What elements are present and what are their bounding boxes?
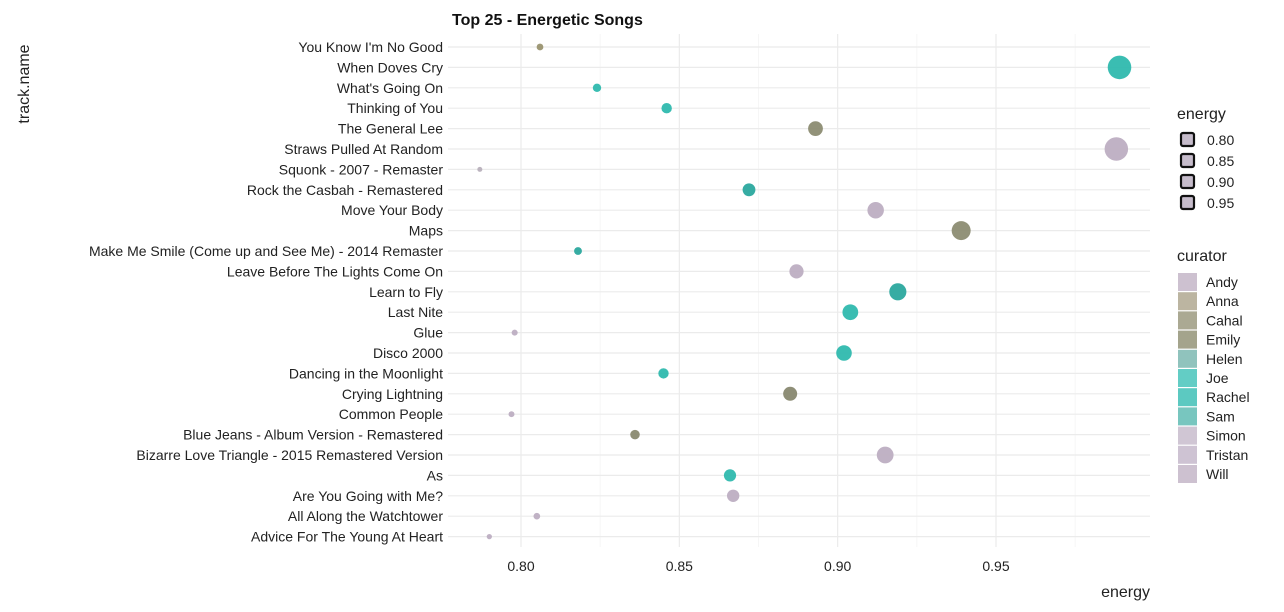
legend-curator-label: Will	[1206, 466, 1229, 482]
legend-curator-swatch	[1178, 407, 1197, 426]
data-point	[889, 283, 907, 301]
legend-energy-label: 0.85	[1207, 153, 1234, 169]
legend-curator-swatch	[1178, 369, 1197, 387]
legend-curator-label: Tristan	[1206, 447, 1248, 463]
gridlines	[448, 34, 1150, 547]
legend-curator: curator Andy Anna Cahal Emily Helen Joe Rachel…	[1177, 248, 1250, 483]
legend-energy-label: 0.95	[1207, 195, 1234, 211]
y-tick-label: Bizarre Love Triangle - 2015 Remastered …	[136, 447, 443, 463]
data-point	[592, 83, 602, 93]
legend-curator-label: Rachel	[1206, 389, 1250, 405]
data-point	[477, 166, 483, 172]
legend-curator-label: Simon	[1206, 428, 1246, 444]
legend-curator-swatch	[1178, 445, 1197, 464]
legend-curator-label: Anna	[1206, 293, 1239, 309]
data-point	[1104, 137, 1129, 161]
y-tick-label: Disco 2000	[373, 345, 443, 361]
x-tick-label: 0.95	[982, 558, 1009, 574]
legend-curator-swatch	[1178, 292, 1197, 311]
y-tick-label: You Know I'm No Good	[298, 39, 443, 55]
y-tick-label: Squonk - 2007 - Remaster	[279, 161, 444, 177]
legend-curator-swatch	[1178, 465, 1197, 483]
y-tick-label: Rock the Casbah - Remastered	[247, 182, 443, 198]
y-tick-label: The General Lee	[338, 121, 443, 137]
data-point	[876, 446, 894, 464]
y-tick-label: Last Nite	[388, 304, 443, 320]
y-tick-label: Advice For The Young At Heart	[251, 529, 443, 545]
x-tick-label: 0.80	[507, 558, 534, 574]
y-tick-label: Maps	[409, 223, 443, 239]
data-points	[477, 43, 1132, 540]
y-tick-label: Common People	[339, 406, 443, 422]
x-axis-label: energy	[1101, 584, 1150, 601]
legend-curator-swatch	[1178, 388, 1197, 407]
legend-energy-label: 0.90	[1207, 174, 1234, 190]
data-point	[486, 533, 492, 540]
data-point	[808, 121, 823, 136]
legend-curator-label: Andy	[1206, 274, 1238, 290]
y-tick-label: Dancing in the Moonlight	[289, 365, 443, 381]
legend-curator-label: Joe	[1206, 370, 1229, 386]
legend-energy-title: energy	[1177, 106, 1226, 123]
y-tick-label: All Along the Watchtower	[288, 508, 443, 524]
data-point	[726, 489, 740, 502]
data-point	[658, 368, 669, 379]
legend-curator-label: Helen	[1206, 351, 1243, 367]
y-tick-label: As	[427, 467, 443, 483]
data-point	[742, 183, 756, 197]
y-tick-label: Blue Jeans - Album Version - Remastered	[183, 427, 443, 443]
y-tick-label: When Doves Cry	[337, 59, 443, 75]
legend-curator-title: curator	[1177, 248, 1227, 265]
legend-energy-swatch	[1179, 173, 1196, 190]
data-point	[836, 345, 852, 361]
y-tick-label: Leave Before The Lights Come On	[227, 263, 443, 279]
legend-curator-label: Sam	[1206, 408, 1235, 424]
data-point	[951, 221, 971, 241]
legend-curator-label: Cahal	[1206, 312, 1243, 328]
y-tick-label: Crying Lightning	[342, 386, 443, 402]
data-point	[789, 264, 804, 279]
y-axis-label: track.name	[16, 44, 33, 123]
y-tick-label: Learn to Fly	[369, 284, 443, 300]
y-tick-label: What's Going On	[337, 80, 443, 96]
data-point	[533, 512, 541, 520]
legend-curator-swatch	[1178, 330, 1197, 349]
data-point	[511, 329, 518, 336]
data-point	[842, 304, 859, 321]
x-tick-label: 0.85	[666, 558, 693, 574]
y-tick-label: Make Me Smile (Come up and See Me) - 201…	[89, 243, 443, 259]
legend-curator-label: Emily	[1206, 332, 1240, 348]
data-point	[536, 43, 544, 51]
data-point	[723, 469, 737, 482]
x-tick-labels: 0.80 0.85 0.90 0.95	[507, 558, 1009, 574]
y-tick-label: Straws Pulled At Random	[284, 141, 443, 157]
y-tick-label: Thinking of You	[347, 100, 443, 116]
legend-curator-swatch	[1178, 273, 1197, 291]
y-tick-label: Glue	[413, 325, 443, 341]
legend-curator-swatch	[1178, 426, 1197, 445]
y-tick-label: Are You Going with Me?	[293, 488, 443, 504]
legend-energy-swatch	[1179, 131, 1196, 148]
x-tick-label: 0.90	[824, 558, 851, 574]
data-point	[630, 429, 640, 440]
data-point	[661, 102, 672, 114]
data-point	[508, 411, 515, 418]
legend-energy-label: 0.80	[1207, 132, 1234, 148]
data-point	[783, 386, 798, 401]
legend-energy-swatch	[1179, 152, 1196, 169]
legend-curator-swatch	[1178, 349, 1197, 368]
y-tick-labels: You Know I'm No Good When Doves Cry What's…	[89, 39, 443, 545]
legend-energy-swatch	[1179, 194, 1196, 211]
data-point	[1107, 55, 1132, 80]
data-point	[867, 201, 884, 219]
data-point	[574, 247, 582, 255]
y-tick-label: Move Your Body	[341, 202, 443, 218]
legend-energy: energy 0.80 0.85 0.90 0.95	[1177, 106, 1234, 212]
legend-curator-swatch	[1178, 311, 1197, 330]
chart-title: Top 25 - Energetic Songs	[452, 12, 643, 29]
